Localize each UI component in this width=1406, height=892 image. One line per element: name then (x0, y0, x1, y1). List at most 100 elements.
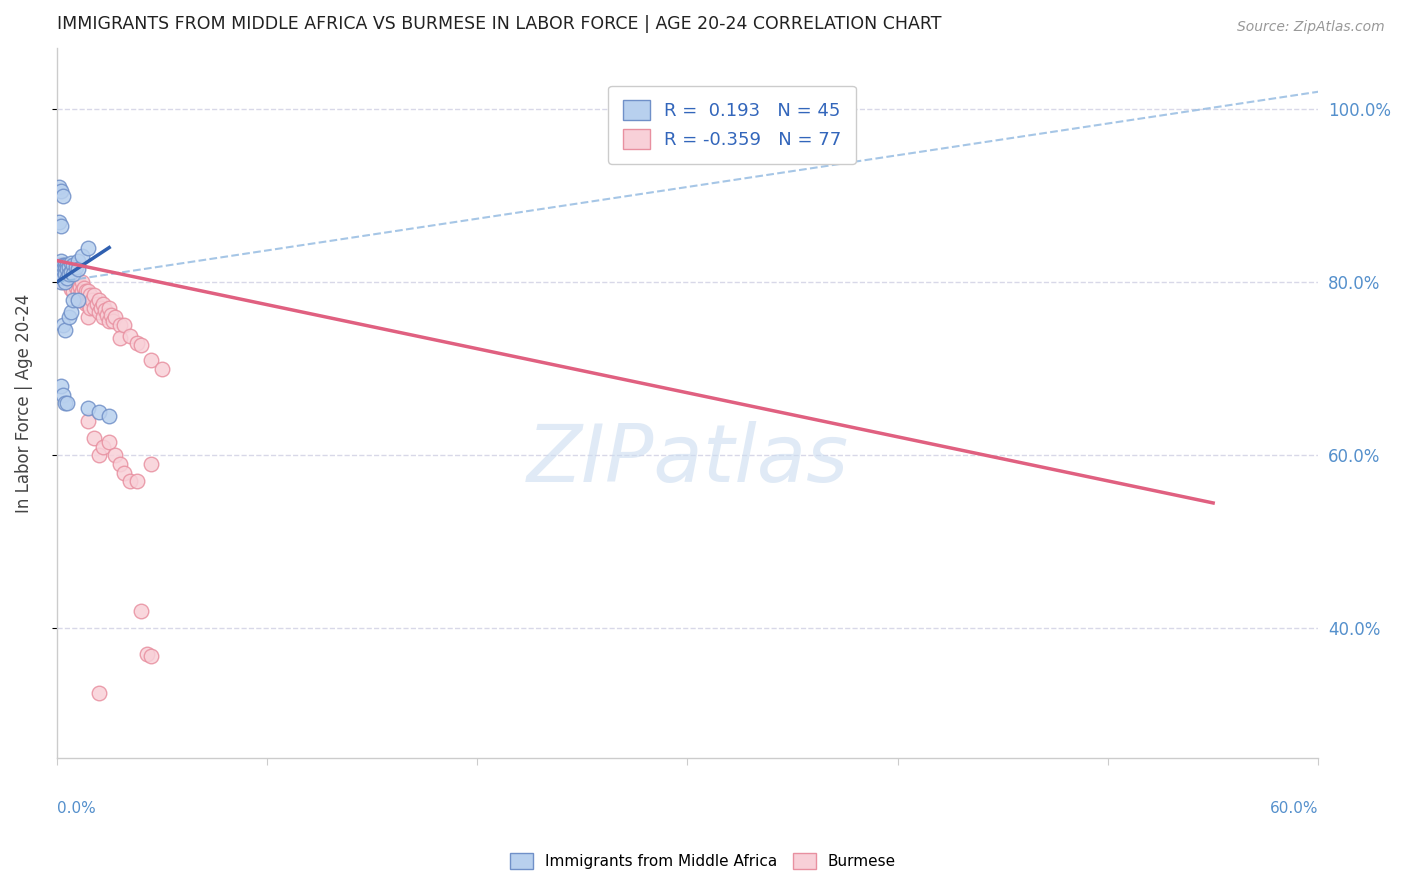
Point (87, 448, 110, 462)
Point (65, 279, 87, 293)
Point (62, 258, 84, 272)
Point (104, 310, 127, 324)
Point (77, 414, 100, 428)
Point (60, 256, 83, 270)
Point (73, 281, 96, 295)
Point (108, 318, 131, 333)
Point (60, 305, 83, 319)
Point (90, 301, 112, 315)
Point (56, 262, 79, 277)
Point (56, 268, 79, 283)
Point (120, 329, 142, 343)
Point (49, 219, 72, 233)
Point (49, 262, 72, 277)
Point (66, 293, 89, 307)
Point (94, 302, 117, 317)
Point (52, 258, 75, 272)
Point (53, 267, 76, 281)
Point (125, 335, 148, 350)
Point (150, 361, 173, 376)
Point (77, 401, 100, 415)
Point (83, 431, 105, 445)
Text: IMMIGRANTS FROM MIDDLE AFRICA VS BURMESE IN LABOR FORCE | AGE 20-24 CORRELATION : IMMIGRANTS FROM MIDDLE AFRICA VS BURMESE… (56, 15, 941, 33)
Point (60, 265, 83, 279)
Point (70, 249, 93, 263)
Point (141, 353, 163, 368)
Point (141, 457, 163, 471)
Point (53, 271, 76, 285)
Point (53, 262, 76, 277)
Point (66, 262, 89, 277)
Point (70, 275, 93, 289)
Point (49, 253, 72, 268)
Point (77, 241, 100, 255)
Point (120, 475, 142, 489)
Point (69, 279, 91, 293)
Point (49, 184, 72, 198)
Point (69, 288, 91, 302)
Point (58, 267, 80, 281)
Text: 60.0%: 60.0% (1270, 801, 1319, 816)
Point (56, 258, 79, 272)
Point (58, 310, 80, 324)
Point (58, 267, 80, 281)
Text: ZIPatlas: ZIPatlas (526, 421, 848, 500)
Point (53, 258, 76, 272)
Point (91, 310, 114, 324)
Point (75, 297, 97, 311)
Point (104, 448, 127, 462)
Point (60, 265, 83, 279)
Point (98, 435, 121, 450)
Point (129, 337, 152, 351)
Point (49, 262, 72, 277)
Point (48, 214, 70, 228)
Point (48, 258, 70, 272)
Point (73, 290, 96, 304)
Point (98, 314, 121, 328)
Point (108, 457, 131, 471)
Point (62, 267, 84, 281)
Point (62, 275, 84, 289)
Point (62, 293, 84, 307)
Point (98, 409, 121, 424)
Point (136, 648, 159, 662)
Point (91, 440, 114, 454)
Point (70, 284, 93, 298)
Point (91, 297, 114, 311)
Point (58, 275, 80, 289)
Point (58, 260, 80, 274)
Point (52, 271, 75, 285)
Point (52, 258, 75, 272)
Y-axis label: In Labor Force | Age 20-24: In Labor Force | Age 20-24 (15, 293, 32, 513)
Point (52, 318, 75, 333)
Point (53, 396, 76, 410)
Point (75, 284, 97, 298)
Point (77, 284, 100, 298)
Point (87, 293, 110, 307)
Point (125, 475, 148, 489)
Point (52, 388, 75, 402)
Point (52, 275, 75, 289)
Point (129, 604, 152, 618)
Point (82, 293, 104, 307)
Point (112, 466, 135, 480)
Point (65, 271, 87, 285)
Point (65, 260, 87, 274)
Point (56, 396, 79, 410)
Text: 0.0%: 0.0% (56, 801, 96, 816)
Legend: Immigrants from Middle Africa, Burmese: Immigrants from Middle Africa, Burmese (503, 847, 903, 875)
Point (49, 271, 72, 285)
Point (53, 262, 76, 277)
Legend: R =  0.193   N = 45, R = -0.359   N = 77: R = 0.193 N = 45, R = -0.359 N = 77 (609, 86, 856, 163)
Point (60, 282, 83, 296)
Point (87, 305, 110, 319)
Point (79, 288, 101, 302)
Point (83, 301, 105, 315)
Point (60, 273, 83, 287)
Point (141, 649, 163, 664)
Point (66, 275, 89, 289)
Point (48, 180, 70, 194)
Point (77, 310, 100, 324)
Point (79, 301, 101, 315)
Point (108, 331, 131, 345)
